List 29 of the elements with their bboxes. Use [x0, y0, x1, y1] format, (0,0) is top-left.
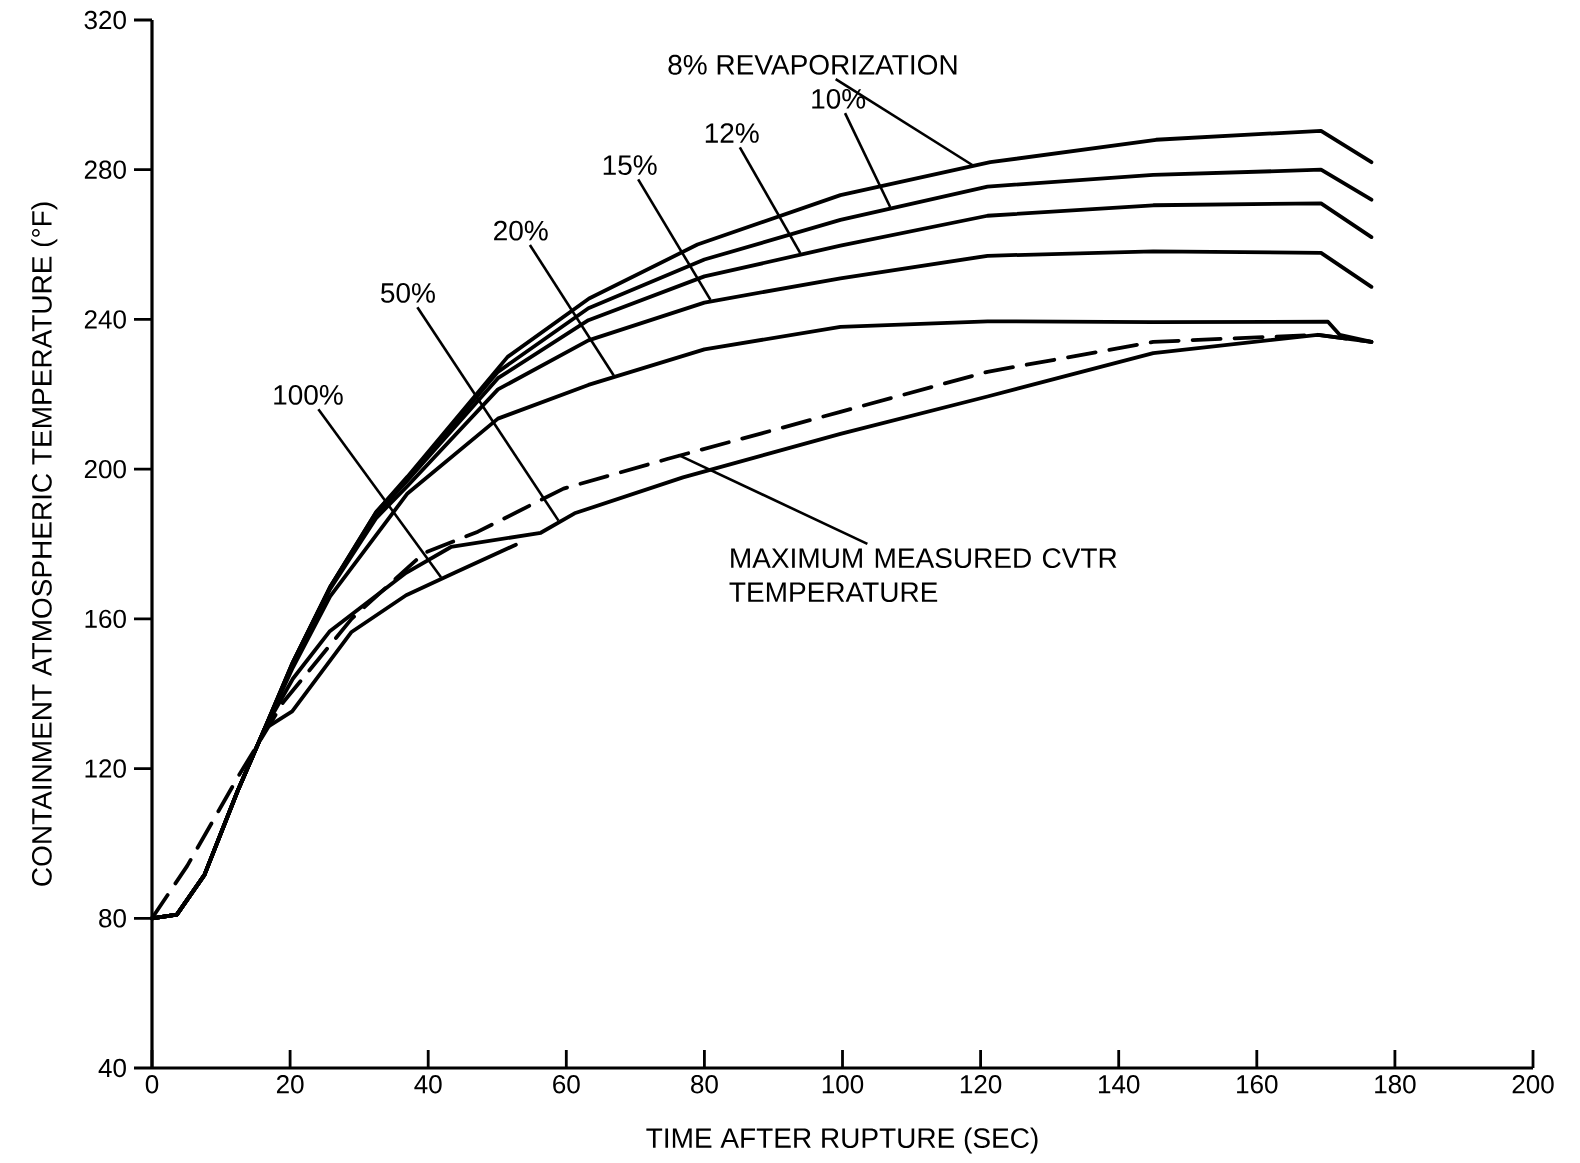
text: 50%	[381, 283, 435, 303]
x-tick-label: 120	[960, 1075, 1002, 1094]
x-tick-label: 0	[145, 1075, 159, 1094]
x-axis-title: TIME AFTER RUPTURE (SEC)	[646, 1127, 1038, 1154]
y-tick-label: 120	[85, 759, 126, 778]
x-tick-label: 80	[691, 1075, 718, 1094]
x-tick-label: 200	[1512, 1075, 1554, 1094]
x-tick-label: 160	[1237, 1075, 1278, 1094]
text: 10%	[812, 88, 866, 109]
x-tick-label: 180	[1375, 1075, 1416, 1094]
text: 20%	[494, 220, 548, 241]
y-axis-title: CONTAINMENT ATMOSPHERIC TEMPERATURE (°F)	[31, 202, 58, 886]
x-tick-label: 20	[276, 1075, 304, 1094]
x-tick-label: 40	[414, 1075, 442, 1094]
y-tick-label: 40	[98, 1058, 126, 1078]
text: 12%	[705, 123, 759, 143]
text: 15%	[603, 155, 657, 176]
text: 8% REVAPORIZATION	[668, 54, 957, 75]
y-tick-label: 280	[84, 160, 126, 179]
y-tick-label: 240	[84, 310, 126, 329]
y-tick-label: 80	[99, 909, 126, 928]
y-tick-label: 320	[84, 10, 126, 30]
x-tick-label: 140	[1099, 1075, 1140, 1094]
text: 100%	[274, 384, 343, 405]
y-tick-label: 200	[84, 459, 126, 479]
x-tick-label: 100	[822, 1075, 864, 1094]
annotation: MAXIMUM MEASURED CVTR TEMPERATURE	[729, 548, 1117, 603]
x-tick-label: 60	[553, 1075, 580, 1094]
y-tick-label: 160	[85, 609, 126, 629]
